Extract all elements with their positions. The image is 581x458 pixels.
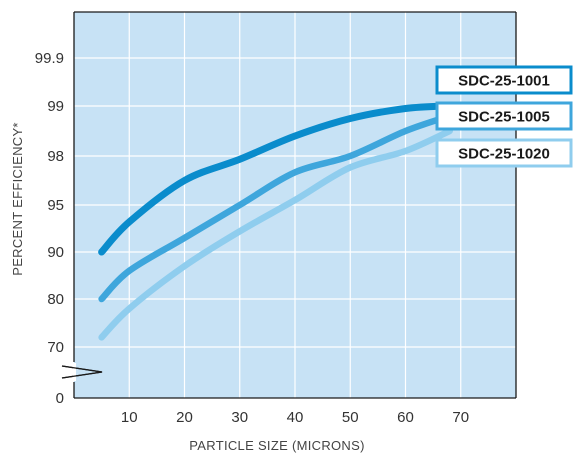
x-tick-labels: 10 20 30 40 50 60 70 xyxy=(121,409,469,426)
x-tick-label: 50 xyxy=(342,409,359,426)
x-axis-title: PARTICLE SIZE (MICRONS) xyxy=(189,438,364,453)
y-tick-label: 70 xyxy=(47,339,64,356)
x-tick-label: 70 xyxy=(452,409,469,426)
y-tick-label: 99.9 xyxy=(35,50,64,67)
legend-box xyxy=(435,101,573,131)
series-group xyxy=(98,102,454,341)
legend: SDC-25-1001 SDC-25-1005 SDC-25-1020 xyxy=(435,65,573,168)
legend-item-sdc-25-1001: SDC-25-1001 xyxy=(435,65,573,95)
x-tick-label: 40 xyxy=(287,409,304,426)
legend-item-sdc-25-1020: SDC-25-1020 xyxy=(435,138,573,168)
axis-break-line xyxy=(61,365,103,379)
x-tick-label: 10 xyxy=(121,409,138,426)
y-tick-label: 0 xyxy=(56,390,64,407)
legend-label: SDC-25-1001 xyxy=(458,73,550,90)
legend-label: SDC-25-1005 xyxy=(458,109,550,126)
y-tick-label: 80 xyxy=(47,291,64,308)
series-line-sdc-25-1001 xyxy=(98,102,454,256)
legend-label: SDC-25-1020 xyxy=(458,146,550,163)
x-tick-label: 20 xyxy=(176,409,193,426)
axis-break-gap xyxy=(73,363,76,381)
series-line-sdc-25-1020 xyxy=(98,127,453,341)
legend-item-sdc-25-1005: SDC-25-1005 xyxy=(435,101,573,131)
legend-box xyxy=(435,138,573,168)
x-tick-label: 30 xyxy=(231,409,248,426)
y-axis-title: PERCENT EFFICIENCY* xyxy=(10,122,25,276)
y-tick-label: 90 xyxy=(47,244,64,261)
series-line-sdc-25-1005 xyxy=(98,112,453,303)
legend-box xyxy=(435,65,573,95)
y-tick-label: 99 xyxy=(47,98,64,115)
y-tick-label: 95 xyxy=(47,197,64,214)
y-tick-labels: 0 70 80 90 95 98 99 99.9 xyxy=(35,50,64,407)
x-tick-label: 60 xyxy=(397,409,414,426)
y-tick-label: 98 xyxy=(47,148,64,165)
